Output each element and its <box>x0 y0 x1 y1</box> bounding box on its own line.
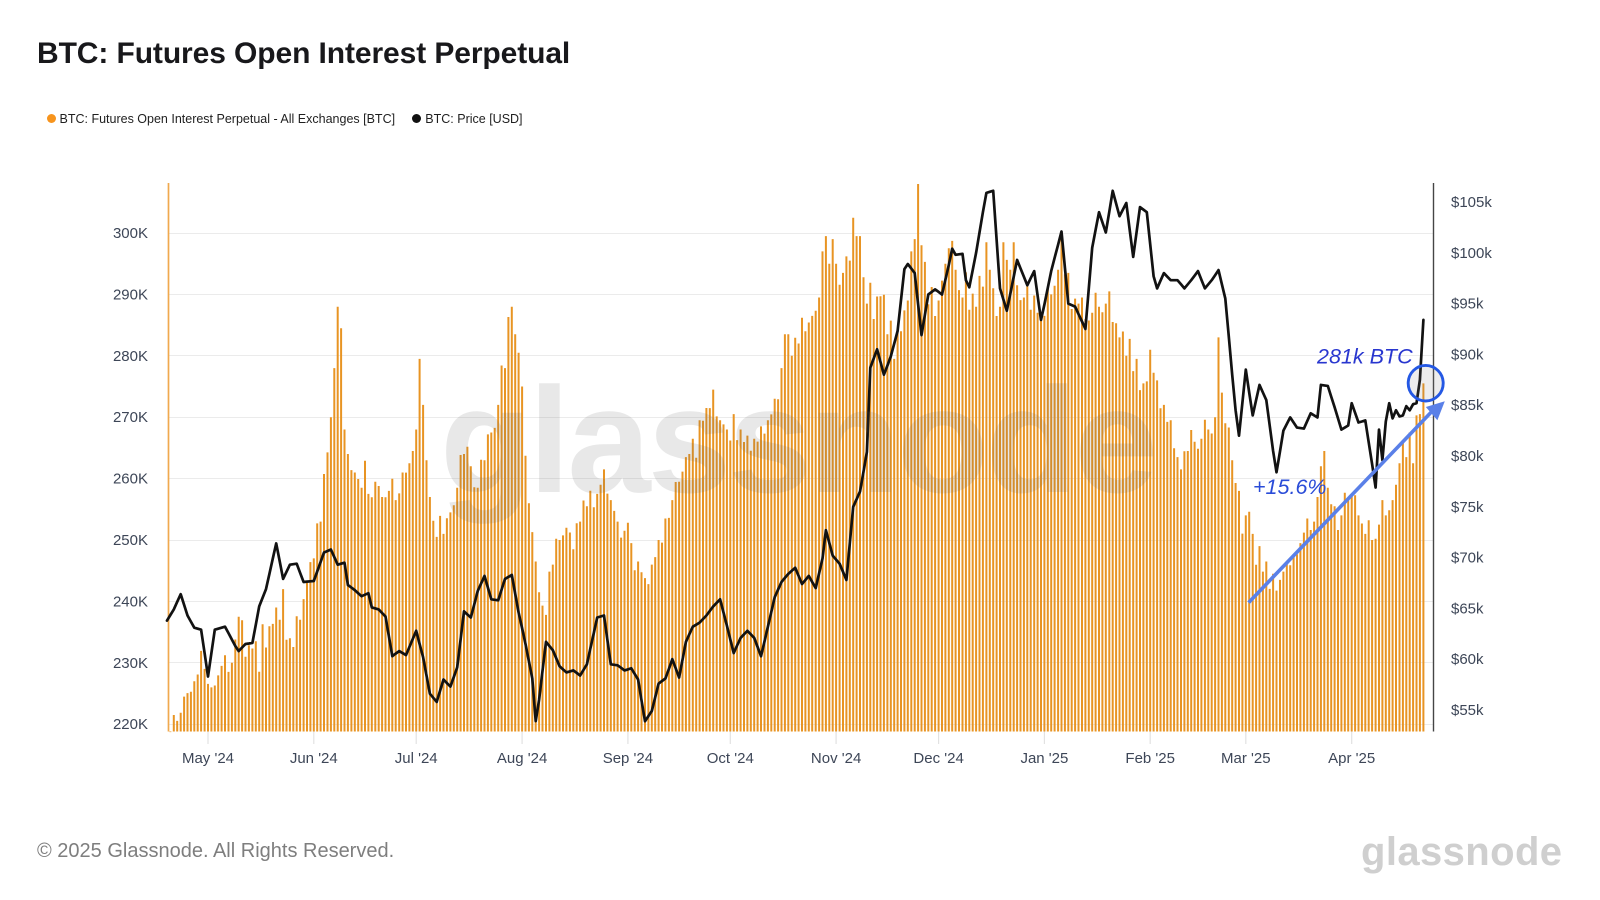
svg-text:$55k: $55k <box>1451 702 1484 719</box>
svg-text:240K: 240K <box>113 593 148 610</box>
svg-text:$80k: $80k <box>1451 448 1484 465</box>
svg-text:Jun '24: Jun '24 <box>290 750 338 767</box>
svg-text:$105k: $105k <box>1451 194 1492 211</box>
svg-text:Aug '24: Aug '24 <box>497 750 547 767</box>
svg-text:280K: 280K <box>113 348 148 365</box>
svg-text:Sep '24: Sep '24 <box>603 750 653 767</box>
svg-text:May '24: May '24 <box>182 750 234 767</box>
svg-text:270K: 270K <box>113 409 148 426</box>
svg-text:$85k: $85k <box>1451 397 1484 414</box>
svg-text:290K: 290K <box>113 286 148 303</box>
svg-text:281k BTC: 281k BTC <box>1316 345 1413 369</box>
svg-text:250K: 250K <box>113 532 148 549</box>
svg-text:Jul '24: Jul '24 <box>395 750 438 767</box>
svg-text:$60k: $60k <box>1451 651 1484 668</box>
svg-text:Feb '25: Feb '25 <box>1125 750 1175 767</box>
svg-text:Nov '24: Nov '24 <box>811 750 861 767</box>
svg-text:230K: 230K <box>113 655 148 672</box>
svg-text:Oct '24: Oct '24 <box>707 750 754 767</box>
svg-text:$75k: $75k <box>1451 499 1484 516</box>
svg-text:Jan '25: Jan '25 <box>1020 750 1068 767</box>
svg-text:220K: 220K <box>113 716 148 733</box>
svg-text:Mar '25: Mar '25 <box>1221 750 1271 767</box>
svg-text:$70k: $70k <box>1451 550 1484 567</box>
svg-text:$65k: $65k <box>1451 600 1484 617</box>
svg-text:260K: 260K <box>113 471 148 488</box>
svg-text:Apr '25: Apr '25 <box>1328 750 1375 767</box>
svg-text:$90k: $90k <box>1451 346 1484 363</box>
svg-text:Dec '24: Dec '24 <box>913 750 963 767</box>
svg-text:$95k: $95k <box>1451 296 1484 313</box>
svg-text:$100k: $100k <box>1451 245 1492 262</box>
svg-text:300K: 300K <box>113 225 148 242</box>
svg-text:+15.6%: +15.6% <box>1253 475 1327 499</box>
